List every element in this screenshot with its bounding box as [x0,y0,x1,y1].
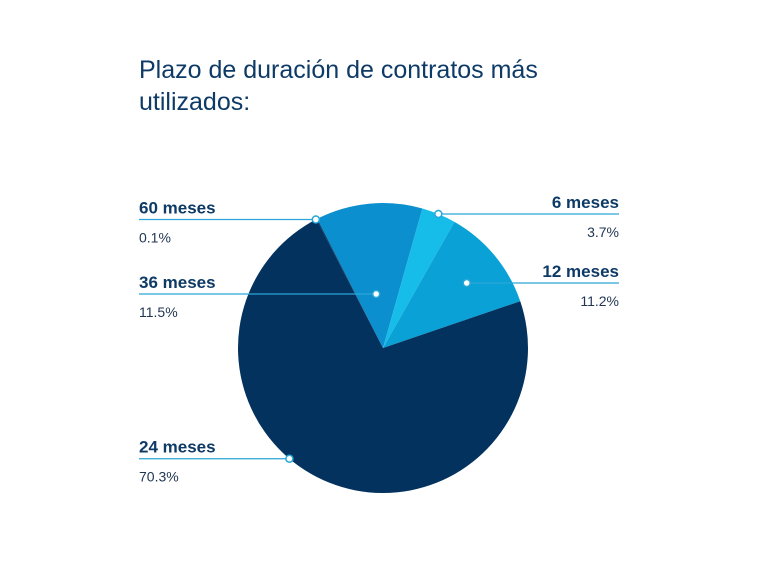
pie-slice [316,218,383,348]
slice-value-label: 70.3% [139,469,179,485]
slice-value-label: 3.7% [587,224,619,240]
pie-slice [383,221,521,348]
leader-dot [285,454,294,463]
slice-name-label: 12 meses [542,262,619,281]
slice-labels: 36 meses 11.5% 6 meses 3.7% 12 meses 11.2% 24 … [139,193,619,485]
leader-dot [462,278,471,288]
leader-dot [371,289,381,299]
pie-slices [238,203,529,493]
leader-lines [139,209,619,463]
leader-dot [311,215,321,224]
pie-slice [383,208,455,348]
slice-name-label: 36 meses [139,273,216,292]
slice-value-label: 11.5% [139,304,178,320]
slice-name-label: 24 meses [139,438,216,457]
slice-name-label: 6 meses [552,193,619,212]
slice-name-label: 60 meses [139,199,216,218]
slice-value-label: 11.2% [580,293,619,309]
leader-dot [434,209,443,219]
pie-slice [238,219,529,493]
chart-title: Plazo de duración de contratos más utili… [139,56,538,116]
slice-value-label: 0.1% [139,230,171,246]
pie-slice [317,203,423,348]
